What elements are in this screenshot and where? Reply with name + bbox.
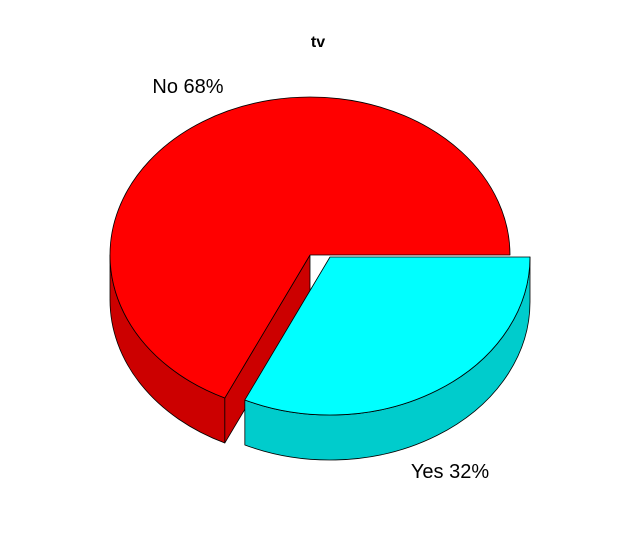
slice-label-yes: Yes 32% (411, 461, 489, 483)
chart-title: tv (311, 34, 325, 51)
pie-slice-no (109, 96, 511, 444)
slice-label-no: No 68% (152, 76, 223, 98)
pie-slice-no-top (109, 96, 511, 399)
pie-slice-yes (244, 256, 531, 461)
pie-slice-yes-top (244, 256, 531, 416)
